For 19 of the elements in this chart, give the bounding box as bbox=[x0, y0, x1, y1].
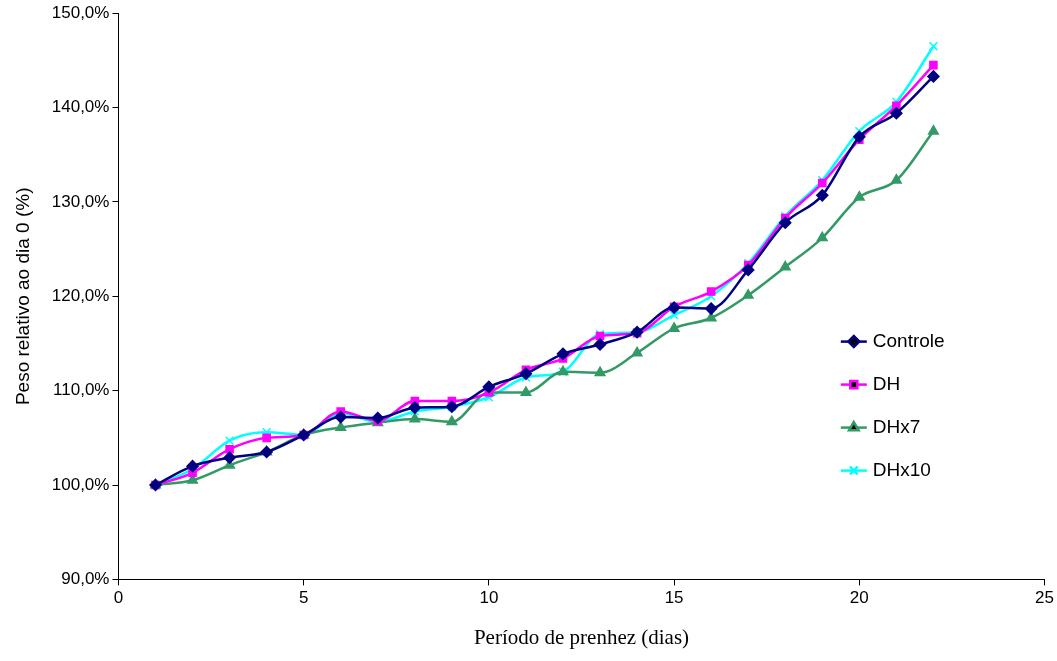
legend-label: DH bbox=[872, 372, 901, 394]
x-tick-label: 0 bbox=[113, 588, 124, 608]
x-tick-label: 5 bbox=[298, 588, 309, 608]
x-tick-label: 25 bbox=[1035, 588, 1055, 608]
y-tick-label: 100,0% bbox=[51, 474, 110, 494]
y-tick-label: 110,0% bbox=[53, 380, 110, 400]
y-tick-label: 130,0% bbox=[51, 191, 110, 211]
y-tick-label: 120,0% bbox=[51, 285, 110, 305]
y-tick-label: 150,0% bbox=[51, 2, 110, 22]
y-tick-label: 140,0% bbox=[51, 97, 110, 117]
legend-label: Controle bbox=[872, 329, 945, 351]
legend-label: DHx10 bbox=[872, 458, 931, 480]
x-tick-label: 15 bbox=[664, 588, 684, 608]
x-tick-label: 20 bbox=[849, 588, 869, 608]
x-axis-title: Período de prenhez (dias) bbox=[473, 624, 690, 649]
y-axis-title: Peso relativo ao dia 0 (%) bbox=[11, 187, 33, 406]
legend-label: DHx7 bbox=[872, 415, 921, 437]
x-tick-label: 10 bbox=[479, 588, 499, 608]
y-tick-label: 90,0% bbox=[61, 569, 110, 589]
